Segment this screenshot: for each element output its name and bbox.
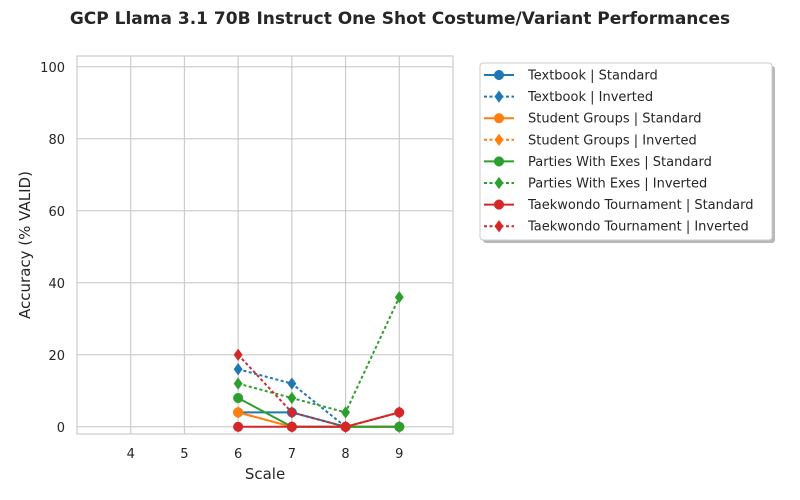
y-tick-label: 60 [48, 205, 65, 220]
legend-label: Parties With Exes | Standard [528, 155, 712, 170]
x-tick-label: 7 [288, 447, 296, 462]
legend-label: Student Groups | Inverted [528, 133, 697, 148]
data-point [494, 133, 504, 147]
data-point [233, 348, 243, 362]
series-line [237, 296, 401, 414]
data-point [341, 406, 351, 419]
legend-label: Textbook | Standard [527, 69, 658, 84]
y-tick-label: 80 [48, 133, 65, 148]
series-6 [233, 290, 404, 419]
chart-title: GCP Llama 3.1 70B Instruct One Shot Cost… [70, 9, 730, 29]
legend-item: Textbook | Inverted [484, 90, 653, 105]
data-point [287, 377, 297, 390]
legend-item: Taekwondo Tournament | Inverted [484, 220, 749, 235]
x-tick-label: 4 [127, 447, 135, 462]
series-2 [233, 362, 404, 434]
x-tick-label: 9 [395, 447, 403, 462]
x-tick-label: 6 [234, 447, 242, 462]
y-axis-label: Accuracy (% VALID) [16, 171, 34, 319]
data-point [493, 199, 505, 210]
data-point [233, 421, 244, 432]
data-point [494, 219, 504, 233]
legend-item: Taekwondo Tournament | Standard [484, 198, 753, 213]
x-tick-label: 8 [341, 447, 349, 462]
legend-label: Textbook | Inverted [527, 90, 653, 105]
y-tick-label: 0 [57, 421, 65, 436]
data-point [233, 392, 244, 404]
series-line [237, 354, 400, 428]
data-point [394, 406, 404, 419]
data-point [493, 69, 505, 81]
data-point [233, 406, 243, 419]
legend-box [479, 62, 773, 241]
legend-label: Taekwondo Tournament | Inverted [527, 220, 749, 235]
series-line [237, 411, 400, 428]
legend-label: Student Groups | Standard [528, 112, 701, 127]
x-tick-label: 5 [180, 447, 188, 462]
legend-item: Parties With Exes | Inverted [484, 177, 707, 192]
legend: Textbook | Standard Textbook | Inverted St… [479, 62, 775, 243]
x-axis-label: Scale [245, 465, 285, 483]
legend-item: Student Groups | Standard [484, 112, 701, 127]
data-point [287, 406, 297, 419]
plot-frame [76, 55, 454, 435]
data-point [341, 420, 351, 434]
grid [77, 56, 453, 434]
tick-labels: 4 5 6 7 8 9 0 20 40 60 80 100 [40, 61, 403, 462]
legend-item: Textbook | Standard [484, 69, 658, 84]
y-tick-label: 100 [40, 61, 65, 76]
data-point [493, 156, 505, 167]
data-point [394, 421, 405, 432]
legend-label: Parties With Exes | Inverted [528, 177, 707, 192]
data-point [287, 391, 297, 405]
data-point [394, 290, 404, 304]
y-tick-label: 40 [48, 277, 65, 292]
data-point [233, 362, 243, 376]
data-point [286, 421, 297, 432]
series-group [233, 290, 405, 434]
data-point [494, 90, 504, 103]
data-point [233, 377, 243, 390]
legend-label: Taekwondo Tournament | Standard [527, 198, 753, 213]
legend-item: Parties With Exes | Standard [484, 155, 712, 170]
series-8 [233, 348, 404, 434]
y-tick-label: 20 [48, 349, 65, 364]
legend-item: Student Groups | Inverted [484, 133, 697, 148]
data-point [493, 113, 505, 124]
data-point [494, 176, 504, 190]
